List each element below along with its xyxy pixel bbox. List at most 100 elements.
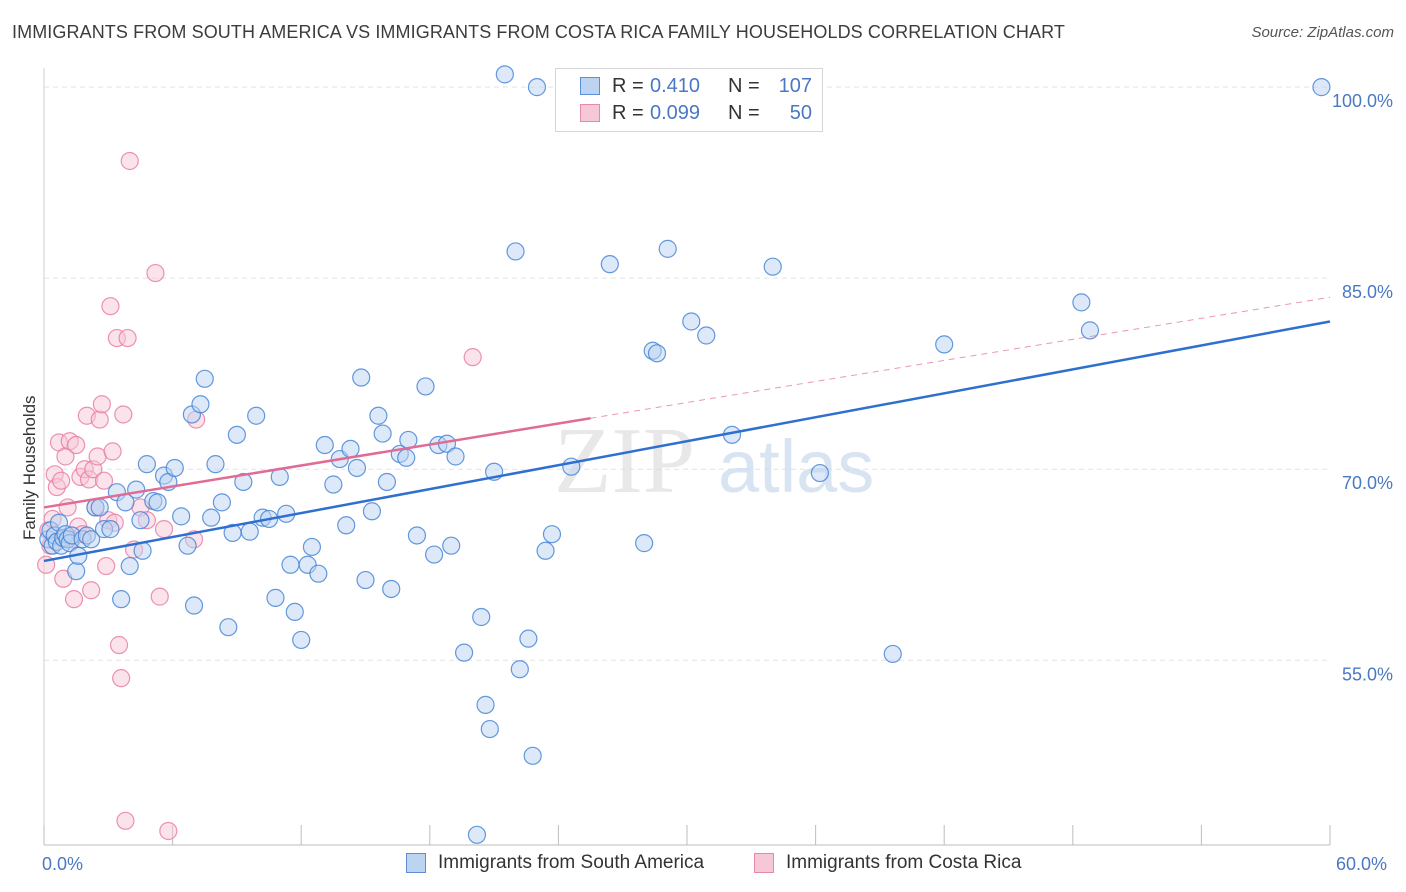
data-point [442, 536, 461, 555]
data-point [1080, 321, 1100, 340]
y-tick-labels: 55.0% 70.0% 85.0% 100.0% [1332, 91, 1393, 684]
data-point [362, 502, 382, 521]
data-point [369, 406, 388, 425]
x-tick-label-min: 0.0% [42, 854, 83, 874]
data-point [120, 556, 139, 576]
data-point [212, 493, 231, 512]
data-point [184, 596, 204, 615]
legend-n-label: N = [728, 74, 760, 97]
bottom-legend-costa-rica: Immigrants from Costa Rica [754, 852, 1021, 874]
data-point [472, 607, 491, 627]
data-point [178, 536, 197, 555]
y-tick-label: 70.0% [1342, 473, 1393, 493]
trend-line-costa-rica-extrapolated [590, 296, 1331, 419]
data-point [67, 435, 86, 455]
legend-n-value: 107 [778, 74, 812, 97]
data-point [506, 242, 525, 261]
bottom-legend-label: Immigrants from South America [438, 852, 705, 873]
data-point [935, 335, 954, 354]
data-point [90, 498, 109, 517]
data-point [536, 541, 555, 560]
data-point [64, 590, 84, 609]
data-point [103, 442, 122, 461]
data-point [191, 395, 210, 414]
data-point [101, 297, 120, 316]
data-point [159, 821, 178, 841]
data-point [635, 534, 654, 553]
series-south-america-points [39, 65, 1331, 844]
data-point [647, 344, 667, 363]
data-point [52, 471, 71, 490]
y-tick-label: 100.0% [1332, 91, 1393, 111]
data-point [148, 493, 167, 512]
data-point [337, 516, 356, 535]
data-point [281, 555, 300, 574]
data-point [172, 507, 191, 526]
legend-r-value: 0.410 [650, 74, 701, 97]
legend-n-value: 50 [789, 101, 812, 124]
data-point [266, 588, 285, 607]
data-point [356, 570, 375, 590]
data-point [234, 472, 253, 492]
data-point [697, 326, 716, 345]
y-tick-label: 55.0% [1342, 664, 1393, 684]
data-point [118, 328, 137, 348]
bottom-legend-swatch-blue [406, 853, 426, 873]
data-point [600, 255, 619, 274]
data-point [763, 257, 782, 276]
data-point [67, 562, 86, 581]
data-point [315, 435, 334, 455]
data-point [94, 471, 114, 490]
legend-swatch-blue [580, 77, 600, 95]
data-point [82, 581, 101, 600]
data-point [202, 508, 221, 527]
data-point [352, 368, 371, 387]
data-point [206, 455, 225, 474]
data-point [195, 369, 214, 388]
data-point [112, 590, 131, 609]
data-point [127, 480, 146, 499]
data-point [527, 78, 547, 97]
data-point [302, 537, 322, 557]
data-point [150, 587, 169, 606]
trend-lines [43, 296, 1331, 563]
data-point [137, 455, 156, 474]
data-point [446, 447, 465, 466]
data-point [247, 406, 266, 425]
data-point [165, 458, 184, 478]
data-point [416, 377, 435, 396]
data-point [309, 564, 328, 583]
legend-row-south-america: R = 0.410 N = 107 [580, 73, 812, 99]
gridlines [44, 86, 1330, 661]
legend-swatch-pink [580, 104, 600, 122]
data-point [97, 556, 116, 576]
data-point [476, 695, 495, 714]
data-point [424, 545, 444, 564]
bottom-legend-south-america: Immigrants from South America [406, 852, 704, 874]
data-point [347, 458, 367, 478]
data-point [810, 463, 829, 483]
data-point [116, 811, 135, 830]
watermark-atlas: atlas [718, 425, 874, 508]
data-point [542, 525, 562, 544]
data-point [154, 520, 174, 539]
bottom-legend-label: Immigrants from Costa Rica [786, 852, 1022, 873]
data-point [112, 669, 131, 688]
trend-line-south-america [43, 320, 1331, 563]
y-tick-label: 85.0% [1342, 282, 1393, 302]
data-point [341, 439, 360, 458]
source-label: Source: ZipAtlas.com [1251, 24, 1394, 41]
data-point [510, 660, 529, 679]
data-point [101, 520, 120, 539]
data-point [658, 239, 677, 258]
legend-n-label: N = [728, 101, 760, 124]
data-point [467, 825, 487, 844]
y-axis-label: Family Households [20, 395, 39, 540]
data-point [227, 425, 246, 444]
data-point [377, 472, 397, 492]
data-point [1072, 293, 1091, 312]
data-point [382, 579, 401, 599]
legend-row-costa-rica: R = 0.099 N = 50 [580, 100, 812, 126]
data-point [292, 630, 311, 650]
data-point [883, 644, 902, 664]
